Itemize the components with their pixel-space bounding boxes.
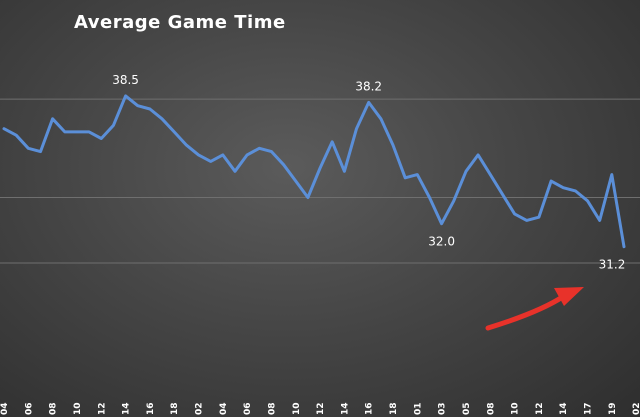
x-tick-label: 02 xyxy=(632,402,640,415)
x-tick-label: 03 xyxy=(438,402,448,415)
x-tick-label: 10 xyxy=(73,402,83,415)
x-tick-label: 18 xyxy=(389,402,399,415)
series-line xyxy=(2,94,626,249)
x-tick-label: 10 xyxy=(292,402,302,415)
x-tick-label: 18 xyxy=(170,402,180,415)
x-tick-label: 08 xyxy=(49,402,59,415)
x-tick-label: 12 xyxy=(535,402,545,415)
x-tick-label: 08 xyxy=(486,402,496,415)
x-tick-label: 01 xyxy=(413,402,423,415)
data-label: 38.5 xyxy=(112,73,139,87)
x-tick-label: 04 xyxy=(219,402,229,415)
x-tick-label: 14 xyxy=(559,402,569,415)
x-tick-label: 10 xyxy=(511,402,521,415)
x-tick-label: 16 xyxy=(146,402,156,415)
x-tick-label: 02 xyxy=(195,402,205,415)
x-tick-label: 14 xyxy=(122,402,132,415)
x-tick-label: 17 xyxy=(584,402,594,415)
arrow-head xyxy=(554,287,584,306)
data-label: 32.0 xyxy=(428,235,455,249)
x-tick-label: 05 xyxy=(462,402,472,415)
data-label: 31.2 xyxy=(599,258,626,272)
data-label: 38.2 xyxy=(355,79,382,93)
x-tick-label: 12 xyxy=(97,402,107,415)
x-tick-label: 04 xyxy=(0,402,10,415)
x-tick-label: 12 xyxy=(316,402,326,415)
x-tick-label: 19 xyxy=(608,402,618,415)
x-tick-label: 16 xyxy=(365,402,375,415)
x-tick-label: 06 xyxy=(243,402,253,415)
chart-title: Average Game Time xyxy=(74,12,286,33)
arrow-shaft xyxy=(485,293,567,331)
x-tick-label: 06 xyxy=(24,402,34,415)
x-tick-label: 08 xyxy=(267,402,277,415)
x-tick-label: 14 xyxy=(340,402,350,415)
